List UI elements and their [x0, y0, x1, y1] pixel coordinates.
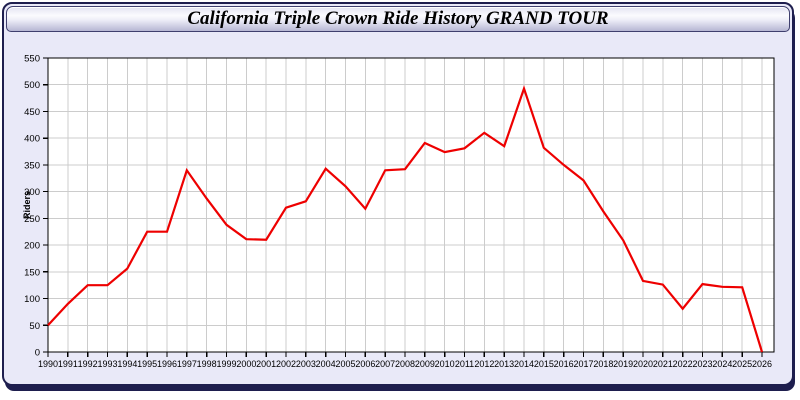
y-axis-title: Riders — [22, 191, 32, 219]
x-axis-tick-label: 1990 — [38, 359, 58, 369]
x-axis-tick-label: 2024 — [712, 359, 732, 369]
y-axis-tick-label: 100 — [24, 294, 40, 305]
y-axis-tick-label: 550 — [24, 54, 40, 65]
x-axis-tick-label: 2000 — [236, 359, 256, 369]
x-axis-tick-label: 2001 — [256, 359, 276, 369]
ride-history-line — [47, 85, 764, 353]
x-axis-tick-label: 2012 — [474, 359, 494, 369]
x-axis-tick-label: 2002 — [276, 359, 296, 369]
x-axis-tick-label: 1997 — [177, 359, 197, 369]
x-axis-tick-label: 2008 — [395, 359, 415, 369]
x-axis-tick-label: 2016 — [554, 359, 574, 369]
x-axis-tick-label: 1995 — [137, 359, 157, 369]
y-axis-tick-label: 50 — [29, 321, 40, 332]
y-axis-tick-label: 200 — [24, 241, 40, 252]
x-axis-tick-label: 2007 — [375, 359, 395, 369]
x-axis-tick-label: 2015 — [534, 359, 554, 369]
y-axis-tick-label: 0 — [35, 348, 40, 359]
y-axis-tick-label: 350 — [24, 160, 40, 171]
x-axis-tick-label: 2014 — [514, 359, 534, 369]
plot-area — [48, 58, 774, 352]
x-axis-tick-label: 1992 — [78, 359, 98, 369]
x-axis-tick-label: 2003 — [296, 359, 316, 369]
x-axis-tick-label: 1991 — [58, 359, 78, 369]
y-axis-tick-label: 150 — [24, 267, 40, 278]
x-axis-tick-label: 2005 — [335, 359, 355, 369]
x-axis-tick-label: 2009 — [415, 359, 435, 369]
x-axis-tick-label: 2017 — [573, 359, 593, 369]
y-axis-tick-label: 400 — [24, 134, 40, 145]
x-axis-tick-label: 2010 — [435, 359, 455, 369]
x-axis-tick-label: 2018 — [593, 359, 613, 369]
x-axis-tick-label: 1998 — [197, 359, 217, 369]
x-axis-tick-label: 2026 — [752, 359, 772, 369]
x-axis-tick-label: 2021 — [653, 359, 673, 369]
chart-title-bar: California Triple Crown Ride History GRA… — [6, 6, 790, 32]
chart-title: California Triple Crown Ride History GRA… — [187, 8, 609, 29]
x-axis-tick-label: 2025 — [732, 359, 752, 369]
y-axis-tick-label: 450 — [24, 107, 40, 118]
y-axis-tick-label: 250 — [24, 214, 40, 225]
x-axis-tick-label: 2013 — [494, 359, 514, 369]
x-axis-tick-label: 2023 — [692, 359, 712, 369]
plot-border — [47, 57, 775, 353]
x-axis-tick-label: 1993 — [97, 359, 117, 369]
chart-window: California Triple Crown Ride History GRA… — [2, 2, 794, 386]
x-axis-tick-label: 2011 — [455, 359, 474, 369]
x-axis-tick-label: 2022 — [673, 359, 693, 369]
y-axis-tick-label: 300 — [24, 187, 40, 198]
y-axis-tick-label: 500 — [24, 80, 40, 91]
x-axis-tick-label: 1994 — [117, 359, 137, 369]
x-axis-tick-label: 1999 — [216, 359, 236, 369]
x-axis-tick-label: 2020 — [633, 359, 653, 369]
x-axis-tick-label: 2019 — [613, 359, 633, 369]
x-axis-tick-label: 2006 — [355, 359, 375, 369]
x-axis-tick-label: 2004 — [316, 359, 336, 369]
x-axis-tick-label: 1996 — [157, 359, 177, 369]
